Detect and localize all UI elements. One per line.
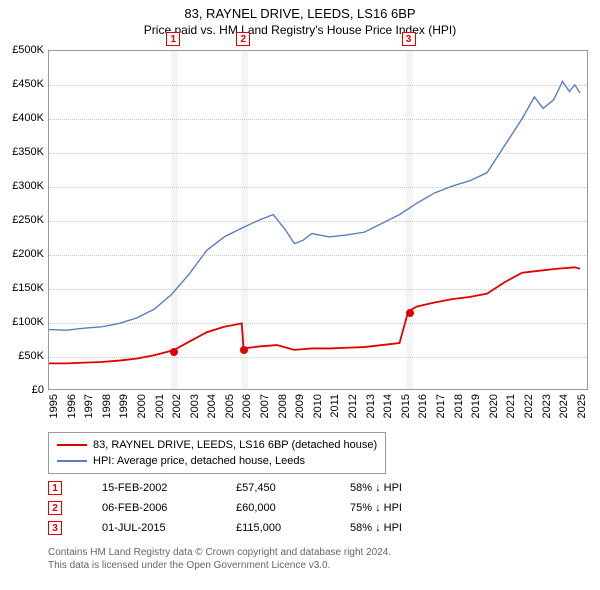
sale-dot <box>406 309 414 317</box>
x-tick-label: 2014 <box>382 394 394 418</box>
x-tick-label: 2018 <box>453 394 465 418</box>
footer: Contains HM Land Registry data © Crown c… <box>48 546 391 572</box>
sales-table: 1 15-FEB-2002 £57,450 58% ↓ HPI 2 06-FEB-2006… <box>48 478 440 538</box>
title-address: 83, RAYNEL DRIVE, LEEDS, LS16 6BP <box>0 6 600 21</box>
series-property <box>49 267 580 363</box>
sale-price: £60,000 <box>236 502 326 514</box>
x-tick-label: 2007 <box>259 394 271 418</box>
series-hpi <box>49 81 580 330</box>
x-tick-label: 2000 <box>136 394 148 418</box>
chart-area: 123 £0£50K£100K£150K£200K£250K£300K£350K… <box>48 50 588 390</box>
x-tick-label: 2015 <box>400 394 412 418</box>
sale-date: 15-FEB-2002 <box>102 482 212 494</box>
title-subtitle: Price paid vs. HM Land Registry's House … <box>0 23 600 37</box>
legend-label: HPI: Average price, detached house, Leed… <box>93 455 305 467</box>
y-tick-label: £300K <box>4 180 44 192</box>
sales-row: 3 01-JUL-2015 £115,000 58% ↓ HPI <box>48 518 440 538</box>
x-tick-label: 2006 <box>241 394 253 418</box>
y-tick-label: £250K <box>4 214 44 226</box>
footer-line2: This data is licensed under the Open Gov… <box>48 559 391 572</box>
x-tick-label: 2025 <box>576 394 588 418</box>
y-tick-label: £200K <box>4 248 44 260</box>
x-tick-label: 2023 <box>541 394 553 418</box>
y-tick-label: £500K <box>4 44 44 56</box>
sale-price: £115,000 <box>236 522 326 534</box>
sale-delta: 75% ↓ HPI <box>350 502 440 514</box>
line-series-svg <box>49 51 587 389</box>
title-block: 83, RAYNEL DRIVE, LEEDS, LS16 6BP Price … <box>0 0 600 37</box>
chart-container: 83, RAYNEL DRIVE, LEEDS, LS16 6BP Price … <box>0 0 600 590</box>
sale-marker: 3 <box>402 32 416 46</box>
y-tick-label: £400K <box>4 112 44 124</box>
x-tick-label: 1996 <box>66 394 78 418</box>
x-tick-label: 2011 <box>329 394 341 418</box>
x-tick-label: 2002 <box>171 394 183 418</box>
sales-row: 2 06-FEB-2006 £60,000 75% ↓ HPI <box>48 498 440 518</box>
x-tick-label: 2013 <box>365 394 377 418</box>
y-tick-label: £350K <box>4 146 44 158</box>
legend-row: 83, RAYNEL DRIVE, LEEDS, LS16 6BP (detac… <box>57 437 377 453</box>
x-tick-label: 2022 <box>523 394 535 418</box>
sale-row-marker: 2 <box>48 501 62 515</box>
plot-region <box>48 50 588 390</box>
legend: 83, RAYNEL DRIVE, LEEDS, LS16 6BP (detac… <box>48 432 386 474</box>
legend-swatch <box>57 444 87 446</box>
x-tick-label: 2024 <box>558 394 570 418</box>
x-tick-label: 2021 <box>505 394 517 418</box>
sale-dot <box>240 346 248 354</box>
legend-label: 83, RAYNEL DRIVE, LEEDS, LS16 6BP (detac… <box>93 439 377 451</box>
sale-delta: 58% ↓ HPI <box>350 482 440 494</box>
x-tick-label: 1999 <box>118 394 130 418</box>
sales-row: 1 15-FEB-2002 £57,450 58% ↓ HPI <box>48 478 440 498</box>
x-tick-label: 2020 <box>488 394 500 418</box>
sale-delta: 58% ↓ HPI <box>350 522 440 534</box>
x-tick-label: 2003 <box>189 394 201 418</box>
sale-date: 06-FEB-2006 <box>102 502 212 514</box>
sale-dot <box>170 348 178 356</box>
x-tick-label: 1995 <box>48 394 60 418</box>
x-tick-label: 2017 <box>435 394 447 418</box>
y-tick-label: £150K <box>4 282 44 294</box>
x-tick-label: 2004 <box>206 394 218 418</box>
sale-row-marker: 1 <box>48 481 62 495</box>
y-tick-label: £50K <box>4 350 44 362</box>
y-tick-label: £0 <box>4 384 44 396</box>
x-tick-label: 2012 <box>347 394 359 418</box>
sale-row-marker: 3 <box>48 521 62 535</box>
sale-date: 01-JUL-2015 <box>102 522 212 534</box>
x-tick-label: 1997 <box>83 394 95 418</box>
sale-price: £57,450 <box>236 482 326 494</box>
x-tick-label: 2009 <box>294 394 306 418</box>
x-tick-label: 1998 <box>101 394 113 418</box>
x-tick-label: 2001 <box>154 394 166 418</box>
sale-marker: 1 <box>166 32 180 46</box>
x-tick-label: 2010 <box>312 394 324 418</box>
sale-marker: 2 <box>236 32 250 46</box>
x-tick-label: 2019 <box>470 394 482 418</box>
legend-swatch <box>57 460 87 462</box>
legend-row: HPI: Average price, detached house, Leed… <box>57 453 377 469</box>
footer-line1: Contains HM Land Registry data © Crown c… <box>48 546 391 559</box>
x-tick-label: 2008 <box>277 394 289 418</box>
x-tick-label: 2005 <box>224 394 236 418</box>
y-tick-label: £100K <box>4 316 44 328</box>
x-tick-label: 2016 <box>417 394 429 418</box>
y-tick-label: £450K <box>4 78 44 90</box>
